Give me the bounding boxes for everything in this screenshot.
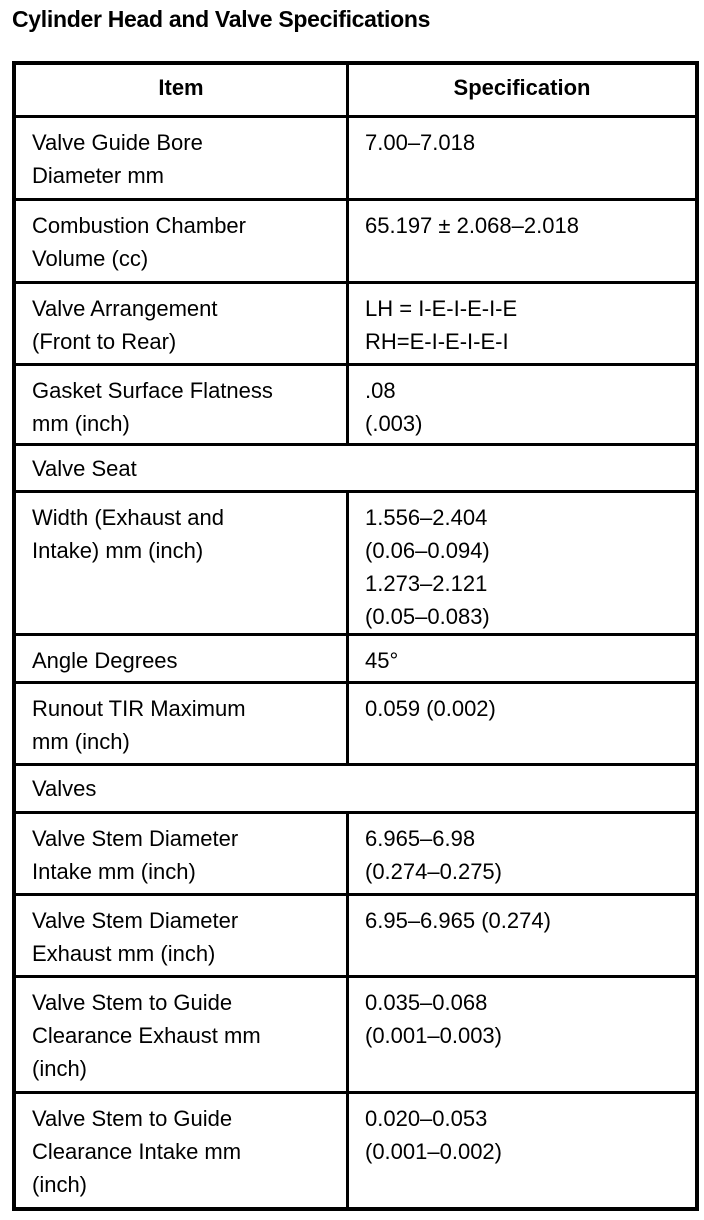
header-item: Item [12, 61, 349, 118]
spec-line: 0.020–0.053 [365, 1106, 488, 1131]
item-line: Width (Exhaust and [32, 505, 224, 530]
table-row: Combustion Chamber Volume (cc) 65.197 ± 2.… [12, 198, 699, 284]
spec-line: (.003) [365, 411, 423, 436]
item-line: (inch) [32, 1056, 88, 1081]
item-cell: Runout TIR Maximum mm (inch) [12, 681, 349, 766]
spec-line: 6.965–6.98 [365, 826, 476, 851]
table-row: Gasket Surface Flatness mm (inch) .08 (.003… [12, 363, 699, 446]
spec-line: .08 [365, 378, 396, 403]
section-heading: Valve Seat [12, 443, 699, 493]
table-row: Runout TIR Maximum mm (inch) 0.059 (0.002) [12, 681, 699, 766]
page-title: Cylinder Head and Valve Specifications [12, 6, 431, 32]
item-line: Clearance Exhaust mm [32, 1023, 261, 1048]
spec-cell: 7.00–7.018 [346, 115, 699, 201]
item-line: Valve Arrangement [32, 296, 218, 321]
item-line: (inch) [32, 1172, 88, 1197]
table-row: Valve Arrangement (Front to Rear) LH = I-E… [12, 281, 699, 366]
spec-line: (0.06–0.094) [365, 538, 490, 563]
item-cell: Gasket Surface Flatness mm (inch) [12, 363, 349, 446]
item-line: Gasket Surface Flatness [32, 378, 273, 403]
table-row: Valve Guide Bore Diameter mm 7.00–7.018 [12, 115, 699, 201]
spec-line: 65.197 ± 2.068–2.018 [365, 213, 579, 238]
table-row: Valve Stem Diameter Intake mm (inch) 6.965… [12, 811, 699, 896]
spec-line: (0.05–0.083) [365, 604, 490, 629]
item-line: mm (inch) [32, 411, 130, 436]
spec-cell: LH = I-E-I-E-I-E RH=E-I-E-I-E-I [346, 281, 699, 366]
item-line: Combustion Chamber [32, 213, 246, 238]
header-row: Item Specification [12, 61, 699, 118]
spec-cell: 1.556–2.404 (0.06–0.094) 1.273–2.121 (0.05–… [346, 490, 699, 636]
spec-line: 7.00–7.018 [365, 130, 476, 155]
item-line: Valve Stem Diameter [32, 908, 239, 933]
spec-line: 45° [365, 648, 399, 673]
spec-line: 0.035–0.068 [365, 990, 488, 1015]
item-line: (Front to Rear) [32, 329, 177, 354]
spec-line: LH = I-E-I-E-I-E [365, 296, 518, 321]
item-cell: Valve Stem Diameter Exhaust mm (inch) [12, 893, 349, 978]
item-cell: Valve Stem to Guide Clearance Intake mm (i… [12, 1091, 349, 1210]
spec-cell: 0.020–0.053 (0.001–0.002) [346, 1091, 699, 1210]
item-line: Valve Guide Bore [32, 130, 203, 155]
item-line: Angle Degrees [32, 648, 178, 673]
spec-cell: .08 (.003) [346, 363, 699, 446]
section-row: Valve Seat [12, 443, 699, 493]
table-row: Valve Stem Diameter Exhaust mm (inch) 6.95… [12, 893, 699, 978]
item-line: Intake) mm (inch) [32, 538, 204, 563]
item-line: Intake mm (inch) [32, 859, 196, 884]
section-row: Valves [12, 763, 699, 814]
spec-line: 1.556–2.404 [365, 505, 488, 530]
spec-cell: 0.059 (0.002) [346, 681, 699, 766]
spec-cell: 65.197 ± 2.068–2.018 [346, 198, 699, 284]
item-cell: Valve Arrangement (Front to Rear) [12, 281, 349, 366]
section-heading: Valves [12, 763, 699, 814]
table-row: Valve Stem to Guide Clearance Intake mm (i… [12, 1091, 699, 1210]
item-cell: Valve Stem Diameter Intake mm (inch) [12, 811, 349, 896]
item-line: Valve Stem to Guide [32, 1106, 233, 1131]
item-line: Valve Stem to Guide [32, 990, 233, 1015]
spec-table: Item Specification Valve Guide Bore Diame… [12, 61, 699, 1211]
item-line: Diameter mm [32, 163, 165, 188]
item-line: Exhaust mm (inch) [32, 941, 216, 966]
spec-line: (0.001–0.002) [365, 1139, 502, 1164]
spec-line: 6.95–6.965 (0.274) [365, 908, 551, 933]
item-line: Valve Stem Diameter [32, 826, 239, 851]
header-specification: Specification [346, 61, 699, 118]
spec-cell: 0.035–0.068 (0.001–0.003) [346, 975, 699, 1094]
item-line: Volume (cc) [32, 246, 149, 271]
item-cell: Width (Exhaust and Intake) mm (inch) [12, 490, 349, 636]
spec-cell: 6.95–6.965 (0.274) [346, 893, 699, 978]
item-line: mm (inch) [32, 729, 130, 754]
spec-line: RH=E-I-E-I-E-I [365, 329, 509, 354]
spec-line: (0.274–0.275) [365, 859, 502, 884]
item-cell: Angle Degrees [12, 633, 349, 684]
spec-line: (0.001–0.003) [365, 1023, 502, 1048]
spec-line: 0.059 (0.002) [365, 696, 496, 721]
spec-cell: 6.965–6.98 (0.274–0.275) [346, 811, 699, 896]
item-cell: Combustion Chamber Volume (cc) [12, 198, 349, 284]
item-line: Runout TIR Maximum [32, 696, 246, 721]
item-cell: Valve Guide Bore Diameter mm [12, 115, 349, 201]
spec-cell: 45° [346, 633, 699, 684]
spec-line: 1.273–2.121 [365, 571, 488, 596]
item-cell: Valve Stem to Guide Clearance Exhaust mm (… [12, 975, 349, 1094]
item-line: Clearance Intake mm [32, 1139, 242, 1164]
table-row: Angle Degrees 45° [12, 633, 699, 684]
table-row: Valve Stem to Guide Clearance Exhaust mm (… [12, 975, 699, 1094]
table-row: Width (Exhaust and Intake) mm (inch) 1.556… [12, 490, 699, 636]
